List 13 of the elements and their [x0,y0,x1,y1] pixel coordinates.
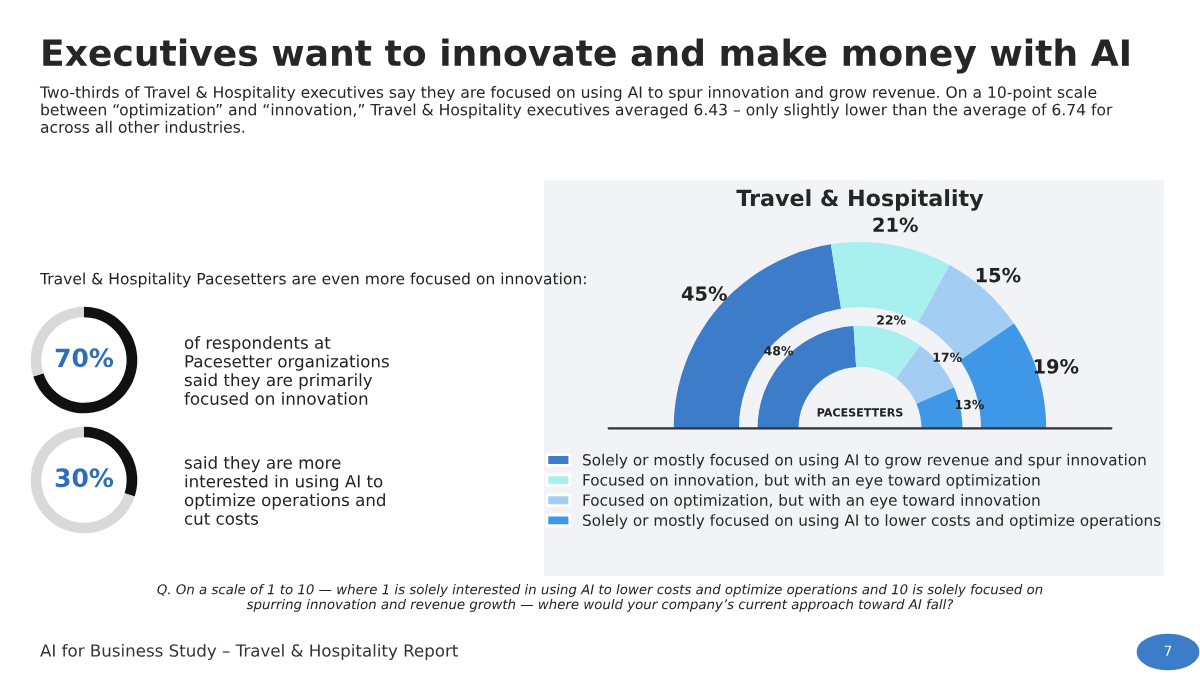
data-label: 30% [55,468,114,488]
text: said they are more interested in using AI to optimize operations and cut costs [184,456,385,525]
donut-slice [30,426,135,534]
data-label: 15% [976,267,1021,283]
chart-title: Travel & Hospitality [736,189,984,211]
text: Executives want to innovate and make money with AI [43,38,1129,74]
donut-slice [33,306,138,414]
data-label: 70% [55,348,114,368]
data-label: 21% [873,217,918,233]
text: of respondents at Pacesetter organizations said they are primarily focused on innovation [184,336,389,405]
text: AI for Business Study – Travel & Hospitality Report [40,643,458,661]
data-label: 45% [681,286,727,301]
data-label: 19% [1034,358,1079,374]
